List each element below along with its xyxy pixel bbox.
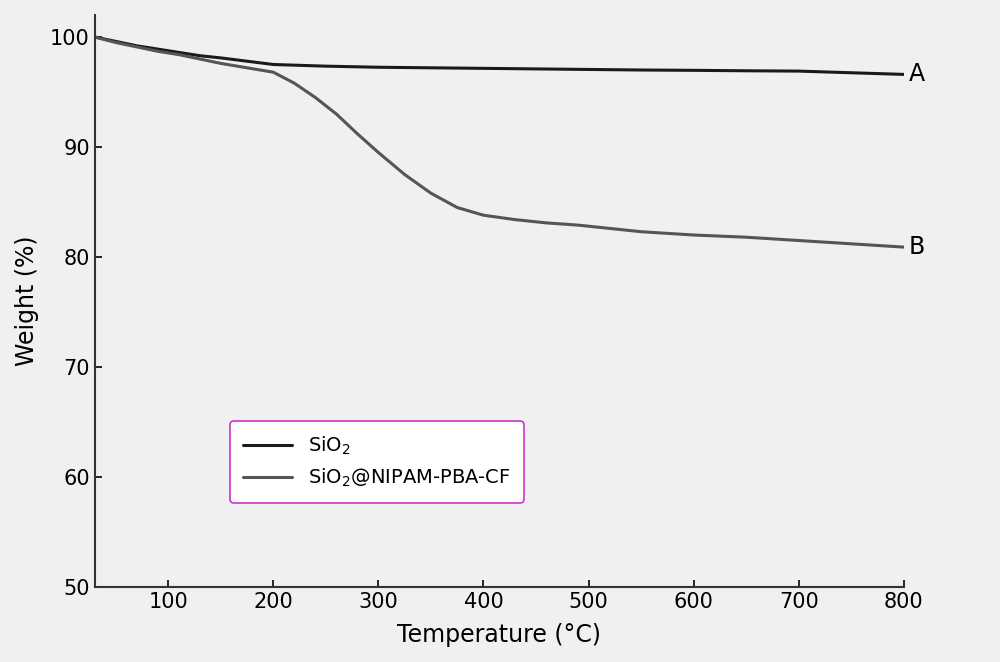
SiO$_2$@NIPAM-PBA-CF [215, 60, 227, 68]
SiO$_2$ [740, 67, 752, 75]
SiO$_2$ [530, 65, 542, 73]
SiO$_2$@NIPAM-PBA-CF [89, 33, 101, 41]
SiO$_2$@NIPAM-PBA-CF [152, 47, 164, 55]
SiO$_2$ [89, 33, 101, 41]
SiO$_2$@NIPAM-PBA-CF [477, 211, 489, 219]
SiO$_2$@NIPAM-PBA-CF [399, 171, 411, 179]
SiO$_2$@NIPAM-PBA-CF [194, 55, 206, 63]
SiO$_2$ [372, 64, 384, 71]
SiO$_2$@NIPAM-PBA-CF [267, 68, 279, 76]
SiO$_2$ [583, 66, 595, 73]
SiO$_2$ [194, 52, 206, 60]
SiO$_2$@NIPAM-PBA-CF [688, 231, 700, 239]
X-axis label: Temperature (°C): Temperature (°C) [397, 623, 601, 647]
SiO$_2$@NIPAM-PBA-CF [288, 79, 300, 87]
SiO$_2$ [320, 62, 332, 70]
SiO$_2$@NIPAM-PBA-CF [241, 64, 253, 71]
SiO$_2$@NIPAM-PBA-CF [372, 148, 384, 156]
SiO$_2$@NIPAM-PBA-CF [330, 110, 342, 118]
SiO$_2$@NIPAM-PBA-CF [793, 236, 805, 244]
Text: B: B [909, 235, 925, 259]
SiO$_2$@NIPAM-PBA-CF [604, 224, 616, 232]
SiO$_2$@NIPAM-PBA-CF [635, 228, 647, 236]
Y-axis label: Weight (%): Weight (%) [15, 236, 39, 366]
SiO$_2$@NIPAM-PBA-CF [845, 240, 857, 248]
SiO$_2$@NIPAM-PBA-CF [110, 38, 122, 46]
SiO$_2$@NIPAM-PBA-CF [173, 50, 185, 58]
SiO$_2$@NIPAM-PBA-CF [509, 216, 521, 224]
Text: A: A [909, 62, 925, 87]
SiO$_2$@NIPAM-PBA-CF [572, 221, 584, 229]
SiO$_2$ [793, 67, 805, 75]
SiO$_2$ [898, 70, 910, 78]
SiO$_2$@NIPAM-PBA-CF [740, 233, 752, 241]
SiO$_2$@NIPAM-PBA-CF [351, 130, 363, 138]
SiO$_2$ [477, 64, 489, 72]
SiO$_2$ [425, 64, 437, 71]
SiO$_2$@NIPAM-PBA-CF [425, 189, 437, 197]
SiO$_2$ [173, 48, 185, 56]
SiO$_2$@NIPAM-PBA-CF [309, 93, 321, 101]
SiO$_2$ [267, 60, 279, 68]
Line: SiO$_2$: SiO$_2$ [95, 37, 904, 74]
SiO$_2$ [110, 38, 122, 46]
SiO$_2$@NIPAM-PBA-CF [451, 203, 463, 211]
Line: SiO$_2$@NIPAM-PBA-CF: SiO$_2$@NIPAM-PBA-CF [95, 37, 904, 247]
SiO$_2$@NIPAM-PBA-CF [898, 243, 910, 251]
SiO$_2$ [241, 57, 253, 65]
SiO$_2$ [131, 42, 143, 50]
SiO$_2$ [635, 66, 647, 74]
SiO$_2$ [845, 69, 857, 77]
SiO$_2$@NIPAM-PBA-CF [540, 219, 552, 227]
Legend: SiO$_2$, SiO$_2$@NIPAM-PBA-CF: SiO$_2$, SiO$_2$@NIPAM-PBA-CF [230, 422, 524, 503]
SiO$_2$ [688, 66, 700, 74]
SiO$_2$@NIPAM-PBA-CF [131, 43, 143, 51]
SiO$_2$ [152, 45, 164, 53]
SiO$_2$ [215, 54, 227, 62]
